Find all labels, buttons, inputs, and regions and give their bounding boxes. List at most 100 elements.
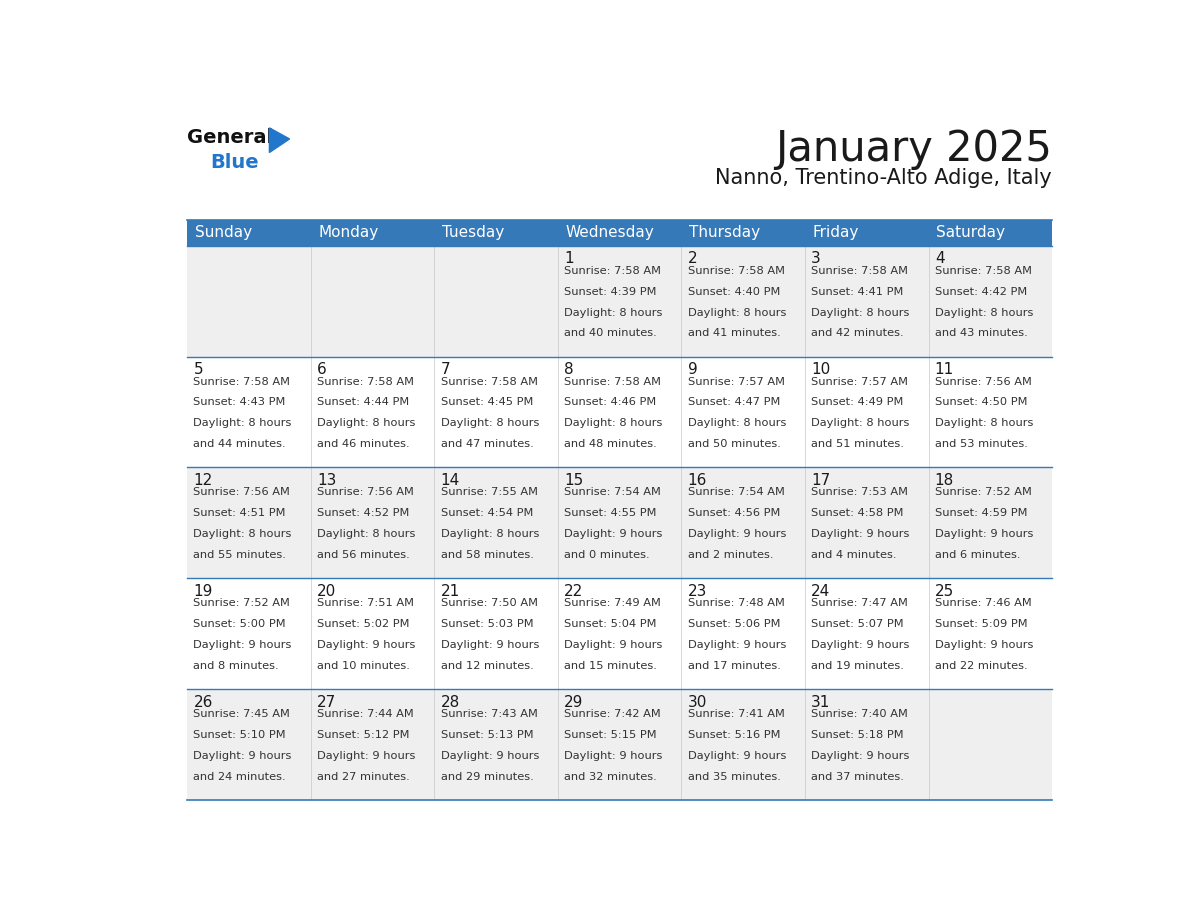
Text: Sunset: 5:10 PM: Sunset: 5:10 PM bbox=[194, 730, 286, 740]
Text: and 51 minutes.: and 51 minutes. bbox=[811, 440, 904, 449]
Text: Daylight: 8 hours: Daylight: 8 hours bbox=[811, 419, 910, 429]
Text: Daylight: 8 hours: Daylight: 8 hours bbox=[441, 419, 539, 429]
Text: 10: 10 bbox=[811, 362, 830, 377]
Text: 3: 3 bbox=[811, 251, 821, 266]
Text: Sunrise: 7:58 AM: Sunrise: 7:58 AM bbox=[564, 376, 661, 386]
Text: Sunrise: 7:46 AM: Sunrise: 7:46 AM bbox=[935, 599, 1031, 609]
Text: Daylight: 8 hours: Daylight: 8 hours bbox=[688, 419, 786, 429]
Text: 28: 28 bbox=[441, 695, 460, 710]
Text: Daylight: 9 hours: Daylight: 9 hours bbox=[441, 640, 539, 650]
Text: and 40 minutes.: and 40 minutes. bbox=[564, 329, 657, 339]
Text: and 8 minutes.: and 8 minutes. bbox=[194, 661, 279, 671]
Text: Sunset: 4:51 PM: Sunset: 4:51 PM bbox=[194, 509, 286, 519]
Text: and 58 minutes.: and 58 minutes. bbox=[441, 550, 533, 560]
Text: Daylight: 9 hours: Daylight: 9 hours bbox=[811, 640, 910, 650]
Text: and 17 minutes.: and 17 minutes. bbox=[688, 661, 781, 671]
Text: Sunrise: 7:42 AM: Sunrise: 7:42 AM bbox=[564, 710, 661, 719]
Bar bbox=[805, 220, 929, 246]
Text: 18: 18 bbox=[935, 473, 954, 487]
Text: General: General bbox=[188, 128, 273, 147]
Text: and 46 minutes.: and 46 minutes. bbox=[317, 440, 410, 449]
Text: 6: 6 bbox=[317, 362, 327, 377]
Text: and 24 minutes.: and 24 minutes. bbox=[194, 772, 286, 782]
Text: and 37 minutes.: and 37 minutes. bbox=[811, 772, 904, 782]
Bar bbox=[188, 246, 1053, 356]
Text: Sunrise: 7:58 AM: Sunrise: 7:58 AM bbox=[564, 265, 661, 275]
Text: Daylight: 8 hours: Daylight: 8 hours bbox=[317, 530, 416, 539]
Text: Sunset: 4:41 PM: Sunset: 4:41 PM bbox=[811, 286, 904, 297]
Text: and 50 minutes.: and 50 minutes. bbox=[688, 440, 781, 449]
Text: Sunrise: 7:54 AM: Sunrise: 7:54 AM bbox=[564, 487, 661, 498]
Text: Daylight: 9 hours: Daylight: 9 hours bbox=[317, 751, 416, 761]
Text: 26: 26 bbox=[194, 695, 213, 710]
Text: Blue: Blue bbox=[210, 152, 259, 172]
Text: Daylight: 9 hours: Daylight: 9 hours bbox=[564, 530, 663, 539]
Bar bbox=[188, 578, 1053, 689]
Bar bbox=[311, 220, 435, 246]
Text: Sunset: 4:58 PM: Sunset: 4:58 PM bbox=[811, 509, 904, 519]
Text: 27: 27 bbox=[317, 695, 336, 710]
Text: 2: 2 bbox=[688, 251, 697, 266]
Bar bbox=[682, 220, 805, 246]
Text: 12: 12 bbox=[194, 473, 213, 487]
Text: and 6 minutes.: and 6 minutes. bbox=[935, 550, 1020, 560]
Text: Sunset: 5:00 PM: Sunset: 5:00 PM bbox=[194, 620, 286, 629]
Text: Sunrise: 7:54 AM: Sunrise: 7:54 AM bbox=[688, 487, 784, 498]
Text: and 12 minutes.: and 12 minutes. bbox=[441, 661, 533, 671]
Bar bbox=[188, 356, 1053, 467]
Text: Daylight: 8 hours: Daylight: 8 hours bbox=[441, 530, 539, 539]
Text: Sunrise: 7:56 AM: Sunrise: 7:56 AM bbox=[194, 487, 290, 498]
Text: and 10 minutes.: and 10 minutes. bbox=[317, 661, 410, 671]
Text: Daylight: 9 hours: Daylight: 9 hours bbox=[317, 640, 416, 650]
Text: Daylight: 8 hours: Daylight: 8 hours bbox=[564, 308, 663, 318]
Text: and 35 minutes.: and 35 minutes. bbox=[688, 772, 781, 782]
Bar bbox=[188, 467, 1053, 578]
Text: Sunset: 4:54 PM: Sunset: 4:54 PM bbox=[441, 509, 533, 519]
Text: Daylight: 9 hours: Daylight: 9 hours bbox=[194, 751, 292, 761]
Text: Monday: Monday bbox=[318, 226, 379, 241]
Text: and 53 minutes.: and 53 minutes. bbox=[935, 440, 1028, 449]
Text: 25: 25 bbox=[935, 584, 954, 599]
Text: 5: 5 bbox=[194, 362, 203, 377]
Text: Sunrise: 7:50 AM: Sunrise: 7:50 AM bbox=[441, 599, 537, 609]
Text: Sunrise: 7:52 AM: Sunrise: 7:52 AM bbox=[935, 487, 1031, 498]
Text: and 41 minutes.: and 41 minutes. bbox=[688, 329, 781, 339]
Text: and 56 minutes.: and 56 minutes. bbox=[317, 550, 410, 560]
Text: Sunset: 4:56 PM: Sunset: 4:56 PM bbox=[688, 509, 781, 519]
Text: 4: 4 bbox=[935, 251, 944, 266]
Text: Sunrise: 7:55 AM: Sunrise: 7:55 AM bbox=[441, 487, 537, 498]
Text: and 47 minutes.: and 47 minutes. bbox=[441, 440, 533, 449]
Text: Daylight: 9 hours: Daylight: 9 hours bbox=[935, 640, 1034, 650]
Text: and 22 minutes.: and 22 minutes. bbox=[935, 661, 1028, 671]
Text: and 0 minutes.: and 0 minutes. bbox=[564, 550, 650, 560]
Text: 11: 11 bbox=[935, 362, 954, 377]
Text: and 42 minutes.: and 42 minutes. bbox=[811, 329, 904, 339]
Text: Friday: Friday bbox=[813, 226, 859, 241]
Text: Sunrise: 7:58 AM: Sunrise: 7:58 AM bbox=[935, 265, 1031, 275]
Text: Wednesday: Wednesday bbox=[565, 226, 655, 241]
Text: 9: 9 bbox=[688, 362, 697, 377]
Text: Sunrise: 7:51 AM: Sunrise: 7:51 AM bbox=[317, 599, 413, 609]
Text: Thursday: Thursday bbox=[689, 226, 760, 241]
Text: Nanno, Trentino-Alto Adige, Italy: Nanno, Trentino-Alto Adige, Italy bbox=[715, 168, 1053, 188]
Text: and 43 minutes.: and 43 minutes. bbox=[935, 329, 1028, 339]
Text: Sunrise: 7:57 AM: Sunrise: 7:57 AM bbox=[688, 376, 784, 386]
Text: 1: 1 bbox=[564, 251, 574, 266]
Text: Sunrise: 7:45 AM: Sunrise: 7:45 AM bbox=[194, 710, 290, 719]
Text: and 48 minutes.: and 48 minutes. bbox=[564, 440, 657, 449]
Text: Daylight: 8 hours: Daylight: 8 hours bbox=[935, 419, 1034, 429]
Text: Sunrise: 7:53 AM: Sunrise: 7:53 AM bbox=[811, 487, 908, 498]
Text: and 4 minutes.: and 4 minutes. bbox=[811, 550, 897, 560]
Text: Sunset: 5:13 PM: Sunset: 5:13 PM bbox=[441, 730, 533, 740]
Text: Daylight: 8 hours: Daylight: 8 hours bbox=[194, 530, 292, 539]
Text: 7: 7 bbox=[441, 362, 450, 377]
Text: Daylight: 8 hours: Daylight: 8 hours bbox=[935, 308, 1034, 318]
Text: Sunrise: 7:47 AM: Sunrise: 7:47 AM bbox=[811, 599, 908, 609]
Text: 24: 24 bbox=[811, 584, 830, 599]
Text: Sunrise: 7:56 AM: Sunrise: 7:56 AM bbox=[935, 376, 1031, 386]
Bar bbox=[188, 689, 1053, 800]
Text: 19: 19 bbox=[194, 584, 213, 599]
Text: 13: 13 bbox=[317, 473, 336, 487]
Text: and 55 minutes.: and 55 minutes. bbox=[194, 550, 286, 560]
Text: Sunrise: 7:48 AM: Sunrise: 7:48 AM bbox=[688, 599, 784, 609]
